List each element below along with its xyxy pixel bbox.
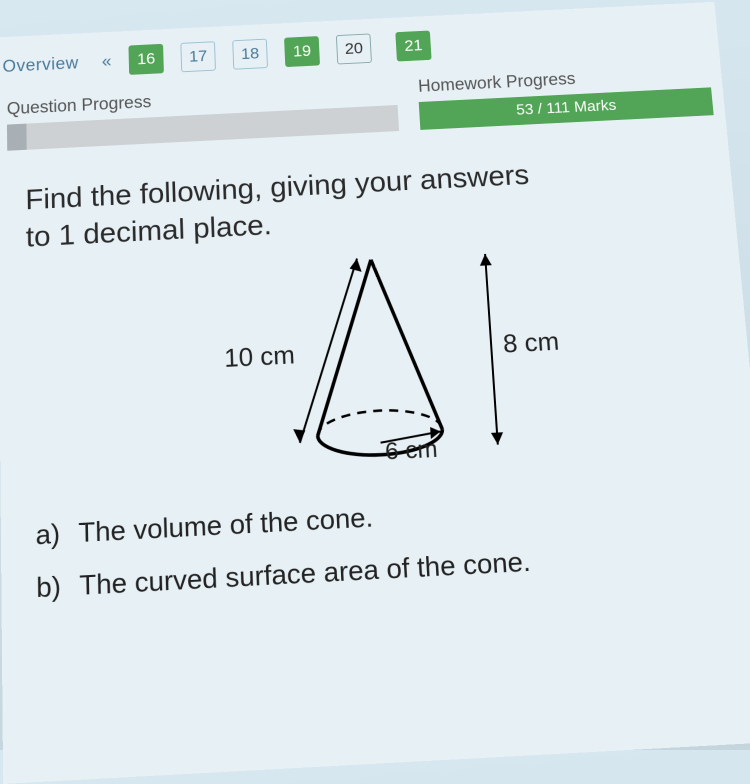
prompt-line-2: to 1 decimal place. — [26, 209, 273, 253]
question-parts: a) The volume of the cone. b) The curved… — [29, 483, 744, 605]
part-a-label: a) — [35, 518, 64, 551]
question-tab-17[interactable]: 17 — [180, 41, 216, 72]
prompt-line-1: Find the following, giving your answers — [25, 159, 530, 216]
question-content: Find the following, giving your answers … — [0, 115, 750, 607]
question-tab-19[interactable]: 19 — [284, 36, 320, 67]
slant-length-label: 10 cm — [224, 340, 296, 374]
overview-link[interactable]: Overview — [2, 53, 78, 76]
nav-back-chevron[interactable]: « — [102, 51, 112, 71]
part-a-text: The volume of the cone. — [78, 502, 374, 549]
part-b-text: The curved surface area of the cone. — [79, 546, 532, 602]
question-prompt: Find the following, giving your answers … — [25, 147, 712, 256]
question-progress-fill — [7, 124, 27, 151]
question-tab-16[interactable]: 16 — [128, 44, 163, 75]
cone-diagram: 10 cm 8 cm 6 cm — [183, 237, 575, 493]
question-tab-21[interactable]: 21 — [395, 31, 431, 62]
height-label: 8 cm — [502, 326, 560, 359]
base-diameter-label: 6 cm — [384, 436, 438, 467]
question-tab-20[interactable]: 20 — [336, 33, 372, 64]
part-b-label: b) — [36, 571, 65, 605]
question-tab-18[interactable]: 18 — [232, 39, 268, 70]
